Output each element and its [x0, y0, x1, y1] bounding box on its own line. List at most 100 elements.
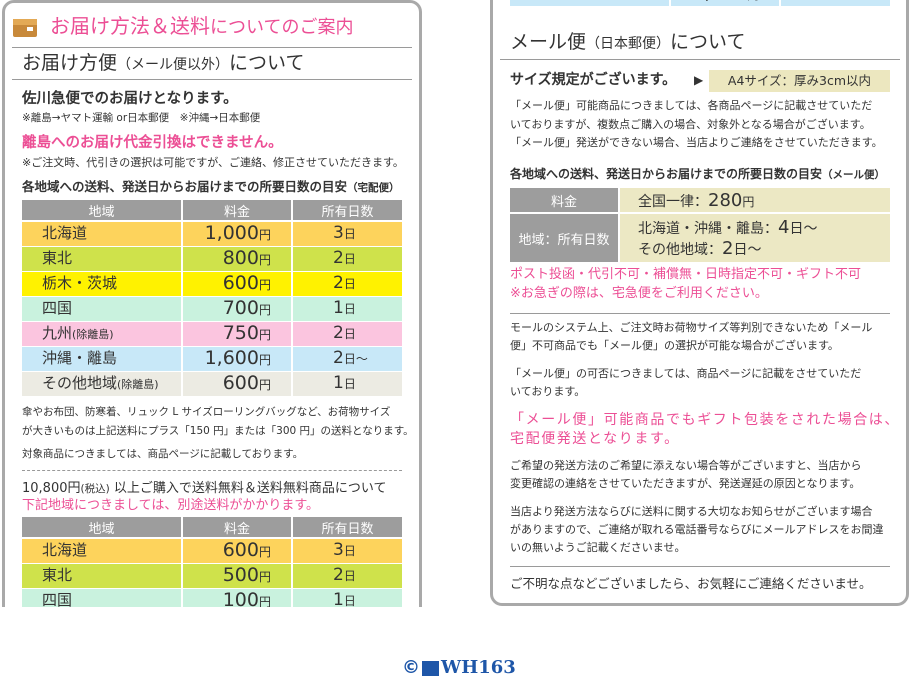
table-cell [183, 589, 291, 607]
region: 北海道 [42, 226, 87, 241]
table-cell [22, 297, 181, 321]
table-cell [293, 297, 402, 321]
table-cell [671, 0, 779, 6]
free-note: 下記地域につきましては、別途送料がかかります。 [22, 498, 320, 513]
text-line: 「メール便」可能商品につきましては、各商品ページに記載させていただ [510, 99, 873, 112]
days: 2日 [333, 275, 356, 292]
price-unit: 円 [258, 303, 271, 317]
region-name: 九州 [42, 324, 73, 342]
days-value: その他地域：2日〜 [638, 238, 762, 259]
table-cell [510, 0, 669, 6]
text-line: いております。 [510, 385, 586, 398]
price: 1,000円 [183, 224, 271, 243]
region: 沖縄・離島 [530, 0, 605, 1]
table-cell [183, 297, 291, 321]
table-cell [22, 539, 181, 563]
price: 600円 [183, 541, 271, 560]
region-name: 沖縄・離島 [42, 349, 118, 367]
days: 2日 [333, 250, 356, 267]
restriction: ※お急ぎの際は、宅急便をご利用ください。 [510, 286, 768, 301]
left-panel: お届け方法＆送料についてのご案内 お届け方便（メール便以外）について 佐川急便で… [0, 0, 424, 607]
price-value: 600 [222, 372, 259, 394]
restriction: ポスト投函・代引不可・補償無・日時指定不可・ギフト不可 [510, 267, 862, 282]
region-note: (除離島) [72, 328, 114, 341]
price-unit: 円 [747, 0, 759, 2]
days-value: 2 [333, 565, 344, 585]
table-header: 所有日数 [293, 200, 402, 220]
price-value: 500 [222, 564, 259, 586]
size-spec: A4サイズ：厚み3cm以内 [709, 70, 890, 92]
days-unit: 日 [832, 0, 844, 1]
table-cell [183, 322, 291, 346]
region-name: 北海道 [42, 224, 88, 242]
gift-warning: 「メール便」可能商品でもギフト包装をされた場合は、 [510, 412, 900, 428]
table-cell [22, 589, 181, 607]
section-title: お届け方便（メール便以外）について [22, 52, 305, 74]
days-unit: 日 [343, 544, 356, 558]
panel-border [490, 0, 909, 606]
days-cell: 北海道・沖縄・離島：4日〜 その他地域：2日〜 [620, 214, 890, 262]
region-name: その他地域 [42, 374, 118, 392]
region-name: 沖縄・離島 [530, 0, 605, 2]
section-title: メール便（日本郵便）について [510, 31, 746, 53]
price-unit: 円 [258, 353, 271, 367]
panel-border [2, 0, 422, 607]
days-unit: 日 [343, 227, 356, 241]
days-unit: 日 [343, 252, 356, 266]
price: 1,600円 [671, 0, 759, 3]
days: 2日 [333, 325, 356, 342]
price-value: 1,600 [693, 0, 747, 4]
table-title: 各地域への送料、発送日からお届けまでの所要日数の目安（宅配便） [22, 179, 400, 194]
text-line: がありますので、ご連絡が取れる電話番号ならびにメールアドレスをお間違 [510, 523, 884, 536]
days-value: 2 [333, 348, 344, 368]
right-panel: 沖縄・離島 1,600円 2日 メール便（日本郵便）について サイズ規定がございます… [488, 0, 910, 608]
rule [510, 313, 890, 314]
rule [12, 47, 412, 48]
text-line: 「メール便」発送ができない場合、当店よりご連絡をさせていただきます。 [510, 136, 883, 149]
table-cell [183, 272, 291, 296]
table-cell [22, 247, 181, 271]
watermark: © WH163 [402, 657, 516, 678]
price: 700円 [183, 299, 271, 318]
box-icon [13, 19, 37, 37]
days-unit: 日 [343, 569, 356, 583]
table-header: 所有日数 [293, 517, 402, 537]
price-unit: 円 [258, 378, 271, 392]
price: 600円 [183, 274, 271, 293]
days-value: 3 [333, 223, 344, 243]
table-cell [22, 272, 181, 296]
region: 九州(除離島) [42, 326, 114, 341]
price-value: 1,000 [204, 222, 259, 244]
days-value: 1 [333, 298, 344, 318]
table-header: 料金 [183, 200, 291, 220]
rule [510, 566, 890, 567]
region: 栃木・茨城 [42, 276, 117, 291]
days: 3日 [333, 225, 356, 242]
price-unit: 円 [258, 328, 271, 342]
days-value: 北海道・沖縄・離島：4日〜 [638, 217, 818, 238]
text-line: ご希望の発送方法のご希望に添えない場合等がございますと、当店から [510, 459, 862, 472]
days-label: 地域：所有日数 [510, 214, 618, 262]
price-unit: 円 [258, 278, 271, 292]
days-unit: 日 [343, 594, 356, 607]
cod-warning: 離島へのお届け代金引換はできません。 [22, 135, 283, 151]
table-cell [293, 372, 402, 396]
region: 沖縄・離島 [42, 351, 117, 366]
price-value: 100 [222, 589, 259, 608]
table-cell [22, 372, 181, 396]
days: 1日 [333, 375, 356, 392]
price-value: 600 [222, 539, 259, 561]
days: 3日 [333, 542, 356, 559]
free-title: 10,800円(税込) 以上ご購入で送料無料＆送料無料商品について [22, 481, 387, 496]
product-note: 対象商品につきましては、商品ページに記載しております。 [22, 448, 304, 460]
text-line: いの無いようご記載くださいませ。 [510, 541, 686, 554]
days: 2日 [333, 567, 356, 584]
days-value: 1 [333, 373, 344, 393]
table-cell [293, 564, 402, 588]
days-unit: 日 [343, 302, 356, 316]
price: 100円 [183, 589, 271, 608]
region-name: 四国 [42, 299, 73, 317]
table-cell [293, 589, 402, 607]
carrier: 佐川急便でのお届けとなります。 [22, 91, 238, 107]
table-cell [781, 0, 890, 6]
